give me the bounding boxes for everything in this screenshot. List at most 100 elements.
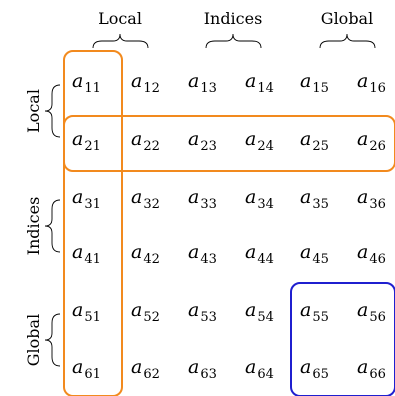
matrix-entry-variable: a (131, 241, 142, 263)
matrix-entry-subscript: 26 (369, 139, 386, 154)
row-group-label-local: Local (24, 89, 43, 133)
matrix-entry-subscript: 44 (257, 252, 274, 267)
matrix-entry-variable: a (300, 70, 311, 92)
row-brace-local (44, 84, 61, 138)
matrix-entry-35: a35 (300, 186, 329, 212)
matrix-entry-33: a33 (188, 186, 217, 212)
matrix-entry-subscript: 43 (200, 252, 217, 267)
matrix-entry-subscript: 63 (200, 367, 217, 382)
column-group-label-local: Local (98, 9, 142, 28)
matrix-entry-subscript: 41 (84, 252, 101, 267)
first-column-box (63, 50, 123, 396)
column-brace-local (92, 33, 149, 49)
matrix-entry-variable: a (357, 299, 368, 321)
matrix-entry-variable: a (245, 186, 256, 208)
matrix-entry-variable: a (188, 186, 199, 208)
matrix-entry-subscript: 62 (143, 367, 160, 382)
matrix-entry-15: a15 (300, 70, 329, 96)
matrix-entry-subscript: 55 (312, 310, 329, 325)
matrix-entry-variable: a (245, 241, 256, 263)
matrix-entry-subscript: 64 (257, 367, 274, 382)
matrix-entry-subscript: 65 (312, 367, 329, 382)
matrix-entry-subscript: 12 (143, 81, 160, 96)
matrix-entry-variable: a (300, 128, 311, 150)
matrix-entry-36: a36 (357, 186, 386, 212)
matrix-entry-variable: a (188, 241, 199, 263)
matrix-entry-variable: a (245, 128, 256, 150)
column-brace-indices (205, 33, 262, 49)
matrix-entry-subscript: 42 (143, 252, 160, 267)
matrix-entry-25: a25 (300, 128, 329, 154)
matrix-entry-subscript: 66 (369, 367, 386, 382)
column-brace-global (319, 33, 376, 49)
matrix-entry-34: a34 (245, 186, 274, 212)
column-group-label-indices: Indices (204, 9, 263, 28)
matrix-entry-16: a16 (357, 70, 386, 96)
matrix-entry-variable: a (357, 356, 368, 378)
row-brace-indices (44, 199, 61, 253)
matrix-entry-42: a42 (131, 241, 160, 267)
matrix-entry-64: a64 (245, 356, 274, 382)
matrix-entry-subscript: 24 (257, 139, 274, 154)
matrix-entry-variable: a (72, 186, 83, 208)
matrix-entry-subscript: 31 (84, 197, 101, 212)
row-brace-global (44, 313, 61, 367)
row-group-label-global: Global (24, 314, 43, 366)
matrix-entry-66: a66 (357, 356, 386, 382)
matrix-entry-63: a63 (188, 356, 217, 382)
matrix-entry-variable: a (300, 356, 311, 378)
matrix-entry-variable: a (131, 128, 142, 150)
matrix-entry-subscript: 11 (84, 81, 101, 96)
matrix-entry-32: a32 (131, 186, 160, 212)
second-row-box (63, 115, 395, 172)
matrix-entry-subscript: 52 (143, 310, 160, 325)
matrix-entry-56: a56 (357, 299, 386, 325)
matrix-entry-variable: a (188, 356, 199, 378)
matrix-entry-subscript: 54 (257, 310, 274, 325)
matrix-entry-subscript: 21 (84, 139, 101, 154)
matrix-entry-52: a52 (131, 299, 160, 325)
matrix-entry-variable: a (72, 356, 83, 378)
matrix-entry-subscript: 35 (312, 197, 329, 212)
matrix-entry-53: a53 (188, 299, 217, 325)
matrix-entry-subscript: 46 (369, 252, 386, 267)
matrix-entry-54: a54 (245, 299, 274, 325)
matrix-entry-subscript: 61 (84, 367, 101, 382)
matrix-entry-12: a12 (131, 70, 160, 96)
matrix-entry-subscript: 56 (369, 310, 386, 325)
matrix-entry-11: a11 (72, 70, 101, 96)
matrix-entry-13: a13 (188, 70, 217, 96)
matrix-entry-variable: a (357, 70, 368, 92)
matrix-entry-variable: a (357, 241, 368, 263)
matrix-entry-22: a22 (131, 128, 160, 154)
matrix-entry-24: a24 (245, 128, 274, 154)
matrix-entry-variable: a (245, 299, 256, 321)
matrix-entry-variable: a (357, 186, 368, 208)
matrix-entry-variable: a (245, 356, 256, 378)
matrix-entry-variable: a (188, 299, 199, 321)
global-global-block-box (290, 282, 395, 396)
matrix-entry-31: a31 (72, 186, 101, 212)
matrix-entry-subscript: 14 (257, 81, 274, 96)
matrix-entry-subscript: 34 (257, 197, 274, 212)
matrix-entry-61: a61 (72, 356, 101, 382)
matrix-entry-variable: a (131, 299, 142, 321)
matrix-entry-subscript: 13 (200, 81, 217, 96)
matrix-entry-variable: a (188, 128, 199, 150)
matrix-entry-variable: a (131, 70, 142, 92)
matrix-entry-variable: a (245, 70, 256, 92)
matrix-entry-variable: a (300, 299, 311, 321)
matrix-entry-43: a43 (188, 241, 217, 267)
matrix-entry-51: a51 (72, 299, 101, 325)
matrix-entry-subscript: 32 (143, 197, 160, 212)
matrix-entry-subscript: 36 (369, 197, 386, 212)
matrix-entry-variable: a (72, 128, 83, 150)
matrix-entry-65: a65 (300, 356, 329, 382)
matrix-entry-variable: a (72, 299, 83, 321)
matrix-entry-subscript: 22 (143, 139, 160, 154)
matrix-entry-variable: a (72, 70, 83, 92)
matrix-entry-21: a21 (72, 128, 101, 154)
matrix-entry-variable: a (300, 241, 311, 263)
matrix-entry-subscript: 23 (200, 139, 217, 154)
